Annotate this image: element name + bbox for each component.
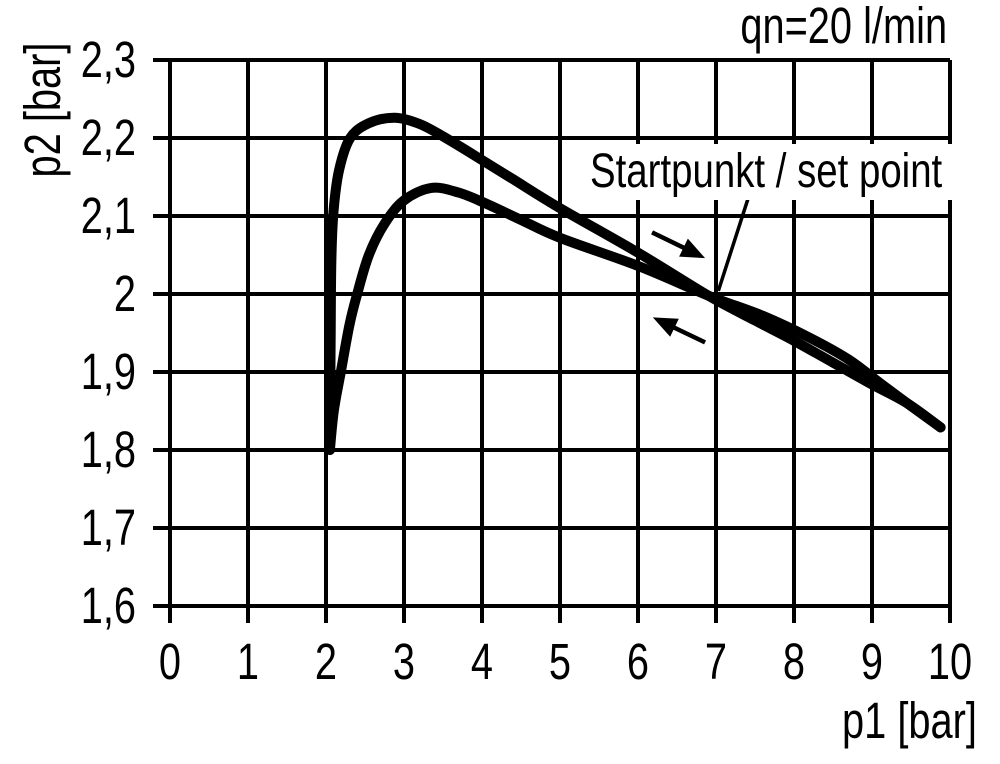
x-tick-label: 6 bbox=[626, 633, 650, 690]
x-tick-label: 3 bbox=[392, 633, 416, 690]
curve-return-stroke-inner-curve bbox=[324, 182, 946, 455]
flow-rate-label: qn=20 l/min bbox=[740, 0, 947, 54]
x-tick-label: 1 bbox=[236, 633, 260, 690]
y-tick-label: 2,3 bbox=[80, 31, 136, 88]
x-tick-label: 0 bbox=[158, 633, 182, 690]
y-tick-label: 2,1 bbox=[80, 187, 136, 244]
x-tick-label: 7 bbox=[704, 633, 728, 690]
x-tick-label: 4 bbox=[470, 633, 494, 690]
return-direction-arrow-head-icon bbox=[652, 317, 679, 337]
x-tick-label: 5 bbox=[548, 633, 572, 690]
y-tick-label: 1,9 bbox=[80, 343, 136, 400]
y-tick-label: 1,7 bbox=[80, 499, 136, 556]
forward-direction-arrow-head-icon bbox=[679, 238, 706, 259]
x-tick-label: 9 bbox=[860, 633, 884, 690]
set-point-annotation-text: Startpunkt / set point bbox=[589, 145, 943, 198]
x-tick-label: 10 bbox=[927, 633, 973, 690]
y-tick-label: 2 bbox=[113, 265, 136, 322]
x-tick-label: 2 bbox=[314, 633, 338, 690]
x-tick-label: 8 bbox=[782, 633, 806, 690]
x-axis-title: p1 [bar] bbox=[842, 692, 977, 749]
set-point-leader-line bbox=[716, 198, 750, 292]
set-point-annotation: Startpunkt / set point bbox=[576, 144, 956, 200]
y-tick-label: 1,8 bbox=[80, 421, 136, 478]
curve-forward-stroke-outer-curve bbox=[324, 112, 946, 455]
y-tick-label: 2,2 bbox=[80, 109, 136, 166]
y-tick-label: 1,6 bbox=[80, 577, 136, 634]
